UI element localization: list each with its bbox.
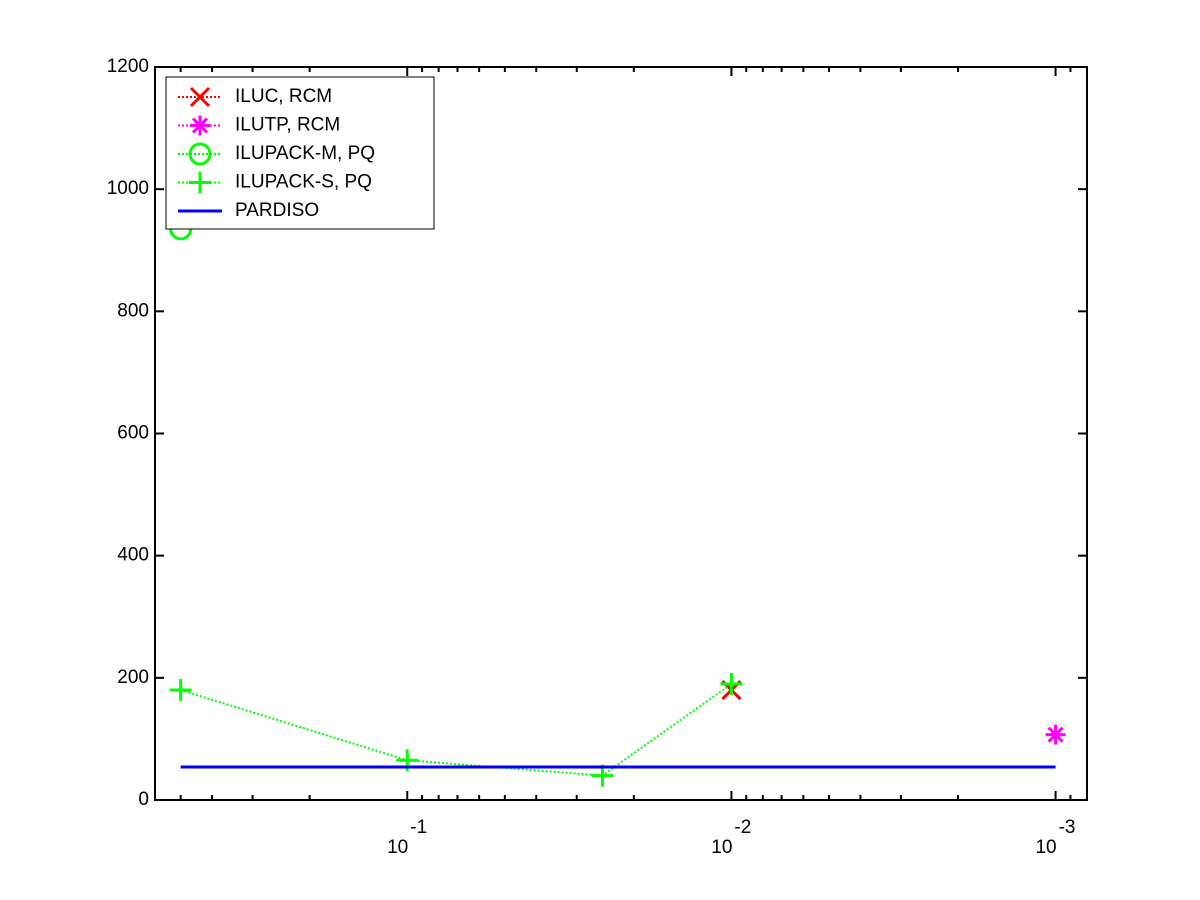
legend-label: ILUPACK-M, PQ xyxy=(235,143,375,164)
x-tick-label: 10 xyxy=(711,837,732,858)
marker xyxy=(188,142,212,166)
marker xyxy=(189,86,211,108)
marker xyxy=(169,679,192,702)
x-tick-exponent: -3 xyxy=(1059,817,1076,838)
marker xyxy=(189,171,211,194)
legend-label: ILUTP, RCM xyxy=(235,115,340,136)
marker xyxy=(720,672,743,695)
y-tick-label: 1000 xyxy=(107,178,149,199)
x-tick-exponent: -2 xyxy=(734,817,751,838)
legend-label: ILUC, RCM xyxy=(235,86,332,107)
legend-label: PARDISO xyxy=(235,200,319,221)
y-tick-label: 1200 xyxy=(107,56,149,77)
legend-label: ILUPACK-S, PQ xyxy=(235,172,372,193)
y-tick-label: 0 xyxy=(138,789,149,810)
marker xyxy=(1045,724,1066,745)
x-tick-label: 10 xyxy=(1035,837,1056,858)
x-tick-exponent: -1 xyxy=(410,817,427,838)
y-tick-label: 600 xyxy=(117,423,149,444)
y-tick-label: 800 xyxy=(117,300,149,321)
series-line xyxy=(180,683,732,777)
x-tick-label: 10 xyxy=(387,837,408,858)
y-tick-label: 400 xyxy=(117,545,149,566)
y-tick-label: 200 xyxy=(117,667,149,688)
marker xyxy=(190,115,210,136)
legend: ILUC, RCM ILUTP, RCM ILUPACK-M, PQ ILUPACK-… xyxy=(165,76,435,230)
